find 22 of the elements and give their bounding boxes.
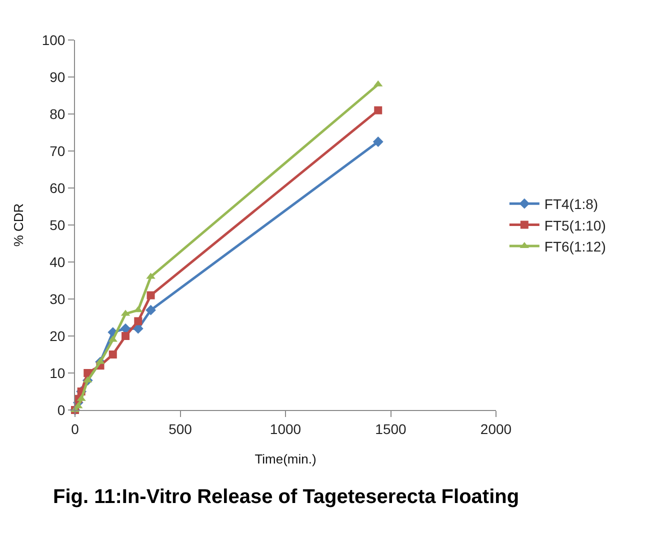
y-tick-label: 10: [50, 364, 66, 381]
legend-label: FT6(1:12): [544, 238, 606, 254]
x-tick-label: 1000: [270, 420, 302, 437]
y-tick-label: 40: [50, 254, 66, 270]
y-tick-label: 70: [50, 142, 66, 159]
y-tick-label: 80: [50, 106, 66, 122]
caption: Fig. 11:In-Vitro Release of Tageteserecta Floating: [53, 486, 520, 508]
legend-label: FT4(1:8): [544, 196, 598, 212]
y-tick-label: 0: [57, 402, 66, 418]
y-tick-label: 30: [50, 290, 66, 307]
y-axis-title: % CDR: [10, 203, 26, 247]
x-tick-label: 2000: [480, 420, 512, 437]
y-tick-label: 90: [50, 68, 66, 85]
y-tick-label: 60: [50, 180, 66, 196]
x-tick-label: 1500: [375, 420, 407, 437]
x-axis-title: Time(min.): [254, 451, 316, 466]
x-tick-label: 0: [71, 420, 80, 437]
y-tick-label: 20: [50, 328, 66, 344]
y-tick-label: 100: [42, 32, 66, 48]
x-tick-label: 500: [168, 420, 192, 437]
y-tick-label: 50: [50, 216, 66, 233]
legend-label: FT5(1:10): [544, 217, 606, 234]
